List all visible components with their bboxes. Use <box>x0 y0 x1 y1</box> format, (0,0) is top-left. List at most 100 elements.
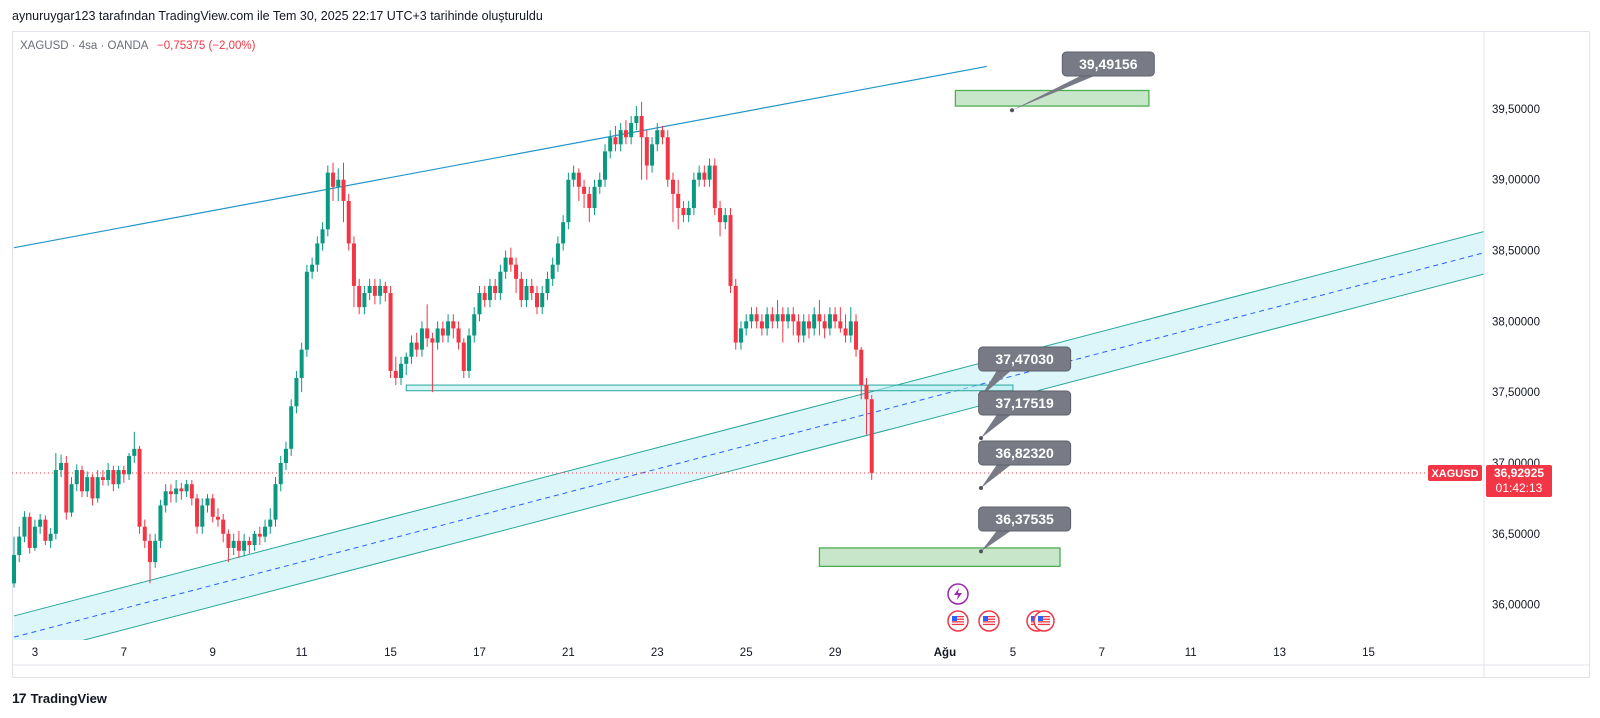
candle[interactable] <box>608 130 613 159</box>
candle[interactable] <box>38 513 43 534</box>
candle[interactable] <box>843 314 848 343</box>
bolt-icon[interactable] <box>947 583 969 605</box>
channel-upper-line[interactable] <box>13 137 1600 617</box>
candle[interactable] <box>472 307 477 343</box>
candle[interactable] <box>263 519 268 543</box>
time-axis[interactable]: 3 7 9 11 15 17 21 23 25 29 Ağu 5 7 11 13 15 <box>12 647 1590 666</box>
candle[interactable] <box>519 271 524 308</box>
candle[interactable] <box>419 321 424 357</box>
candle[interactable] <box>399 356 404 386</box>
candle[interactable] <box>508 247 513 272</box>
candle[interactable] <box>189 479 194 506</box>
candle[interactable] <box>226 529 231 563</box>
candle[interactable] <box>252 530 257 551</box>
candle[interactable] <box>341 162 346 223</box>
candle[interactable] <box>749 307 754 329</box>
candle[interactable] <box>132 431 137 463</box>
upper-trendline[interactable] <box>13 65 987 249</box>
candle[interactable] <box>409 335 414 364</box>
candle[interactable] <box>69 477 74 517</box>
candle[interactable] <box>848 307 853 343</box>
candle[interactable] <box>74 464 79 492</box>
candle[interactable] <box>336 168 341 201</box>
candle[interactable] <box>294 370 299 414</box>
candle[interactable] <box>184 479 189 497</box>
candle[interactable] <box>864 377 869 435</box>
candle[interactable] <box>613 125 618 152</box>
candle[interactable] <box>806 314 811 339</box>
candle[interactable] <box>273 477 278 527</box>
candle[interactable] <box>545 271 550 301</box>
candle[interactable] <box>602 144 607 187</box>
candle[interactable] <box>498 264 503 301</box>
candle[interactable] <box>147 533 152 584</box>
candle[interactable] <box>247 536 252 554</box>
candle[interactable] <box>660 125 665 145</box>
candle[interactable] <box>221 513 226 543</box>
candle[interactable] <box>592 179 597 216</box>
candle[interactable] <box>629 115 634 145</box>
candle[interactable] <box>587 186 592 223</box>
candle[interactable] <box>414 332 419 357</box>
candle[interactable] <box>833 307 838 329</box>
candle[interactable] <box>786 307 791 329</box>
candle[interactable] <box>331 162 336 201</box>
us-flag-icon[interactable] <box>1033 610 1055 632</box>
candle[interactable] <box>801 314 806 343</box>
candle[interactable] <box>817 300 822 336</box>
candle[interactable] <box>550 257 555 286</box>
candle[interactable] <box>351 236 356 308</box>
candle[interactable] <box>257 526 262 546</box>
candle[interactable] <box>200 498 205 534</box>
candle[interactable] <box>576 168 581 201</box>
candle[interactable] <box>310 257 315 279</box>
candle[interactable] <box>121 465 126 483</box>
candle[interactable] <box>367 278 372 301</box>
candle[interactable] <box>163 484 168 513</box>
channel-midline[interactable] <box>13 158 1600 638</box>
candle[interactable] <box>64 455 69 520</box>
candle[interactable] <box>268 508 273 534</box>
candle[interactable] <box>796 314 801 343</box>
candle[interactable] <box>634 106 639 131</box>
candle[interactable] <box>728 208 733 294</box>
candle[interactable] <box>582 179 587 209</box>
candle[interactable] <box>210 494 215 523</box>
candle[interactable] <box>597 172 602 194</box>
candle[interactable] <box>555 236 560 272</box>
brand-footer[interactable]: 17 TradingView <box>12 690 107 706</box>
candle[interactable] <box>665 130 670 187</box>
candle[interactable] <box>425 304 430 347</box>
candle[interactable] <box>446 314 451 343</box>
candle[interactable] <box>372 278 377 305</box>
candle[interactable] <box>435 321 440 350</box>
candle[interactable] <box>561 215 566 251</box>
candle[interactable] <box>95 470 100 503</box>
candle[interactable] <box>79 465 84 497</box>
candle[interactable] <box>718 200 723 237</box>
candle[interactable] <box>388 285 393 378</box>
candle[interactable] <box>116 465 121 489</box>
candle[interactable] <box>158 499 163 548</box>
candle[interactable] <box>43 515 48 546</box>
candle[interactable] <box>738 321 743 350</box>
candle[interactable] <box>691 172 696 216</box>
candle[interactable] <box>315 236 320 272</box>
price-callout[interactable]: 36,82320 <box>978 440 1072 491</box>
candle[interactable] <box>644 130 649 180</box>
candle[interactable] <box>780 307 785 343</box>
candle[interactable] <box>702 165 707 187</box>
candle[interactable] <box>639 101 644 180</box>
candle[interactable] <box>393 356 398 386</box>
candle[interactable] <box>451 314 456 339</box>
candle[interactable] <box>299 342 304 393</box>
candle[interactable] <box>697 165 702 187</box>
candle[interactable] <box>571 165 576 187</box>
candle[interactable] <box>676 179 681 230</box>
us-flag-icon[interactable] <box>978 610 1000 632</box>
candle[interactable] <box>493 278 498 301</box>
candle[interactable] <box>712 158 717 216</box>
candle[interactable] <box>540 285 545 315</box>
candle[interactable] <box>623 120 628 145</box>
candle[interactable] <box>242 533 247 557</box>
